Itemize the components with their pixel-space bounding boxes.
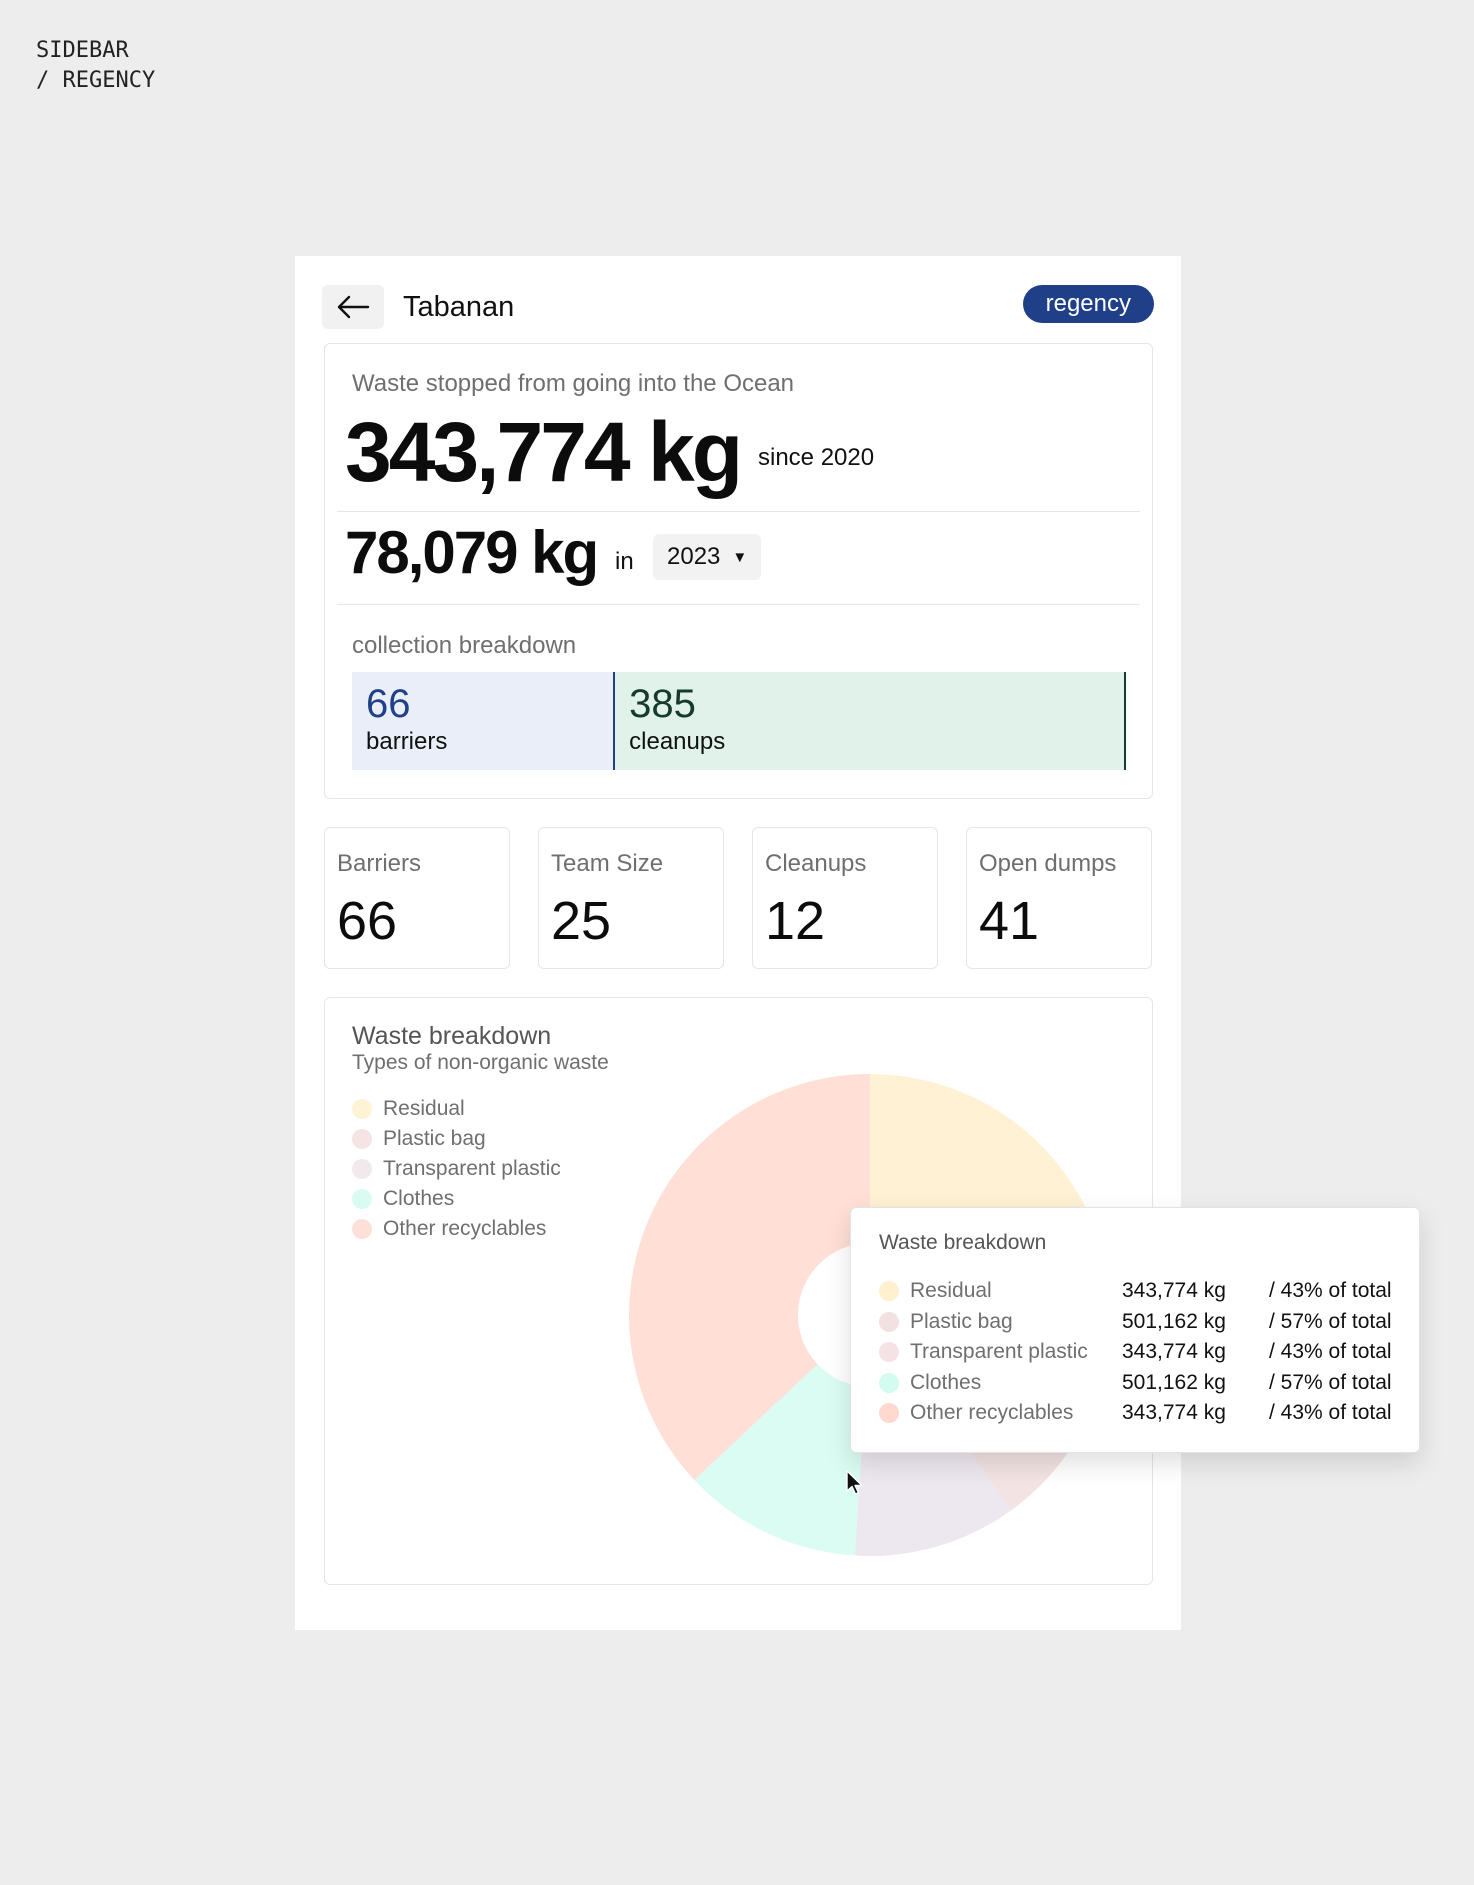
level-badge: regency [1022,285,1154,323]
legend-label: Residual [383,1097,465,1120]
tooltip-rows: Residual 343,774 kg / 43% of total Plast… [879,1277,1399,1430]
waste-summary-card: Waste stopped from going into the Ocean … [324,343,1153,799]
legend-item-residual[interactable]: Residual [352,1094,561,1124]
tooltip-row-kg: 501,162 kg [1122,1370,1226,1394]
collection-breakdown-label: collection breakdown [352,632,577,659]
tooltip-row-name: Residual [910,1279,992,1302]
divider [337,604,1140,605]
tooltip-row-name: Plastic bag [910,1309,1013,1333]
collection-breakdown-bar: 66 barriers 385 cleanups [352,672,1126,770]
tooltip-title: Waste breakdown [879,1231,1047,1254]
tooltip-dot [879,1311,899,1332]
year-select-value: 2023 [667,543,721,570]
region-title: Tabanan [403,291,515,323]
page-label-line2: / REGENCY [36,68,156,93]
summary-label: Waste stopped from going into the Ocean [352,370,795,397]
legend-dot [352,1189,372,1209]
tooltip-row: Clothes 501,162 kg / 57% of total [879,1369,1399,1400]
legend-label: Clothes [383,1187,455,1210]
legend-item-other-recyclables[interactable]: Other recyclables [352,1214,561,1244]
caret-down-icon: ▼ [732,548,748,566]
total-waste-value: 343,774 kg [345,405,743,499]
waste-breakdown-title: Waste breakdown [352,1022,552,1050]
tooltip-row-pct: / 43% of total [1269,1340,1392,1363]
total-since-label: since 2020 [758,444,875,471]
tooltip-dot [879,1403,899,1423]
waste-breakdown-tooltip: Waste breakdown Residual 343,774 kg / 43… [850,1207,1420,1453]
stat-card-barriers: Barriers 66 [324,827,510,969]
stat-label: Open dumps [979,850,1117,877]
legend-dot [352,1219,372,1239]
tooltip-row-name: Clothes [910,1370,982,1394]
tooltip-row-pct: / 43% of total [1269,1401,1392,1424]
tooltip-row-kg: 343,774 kg [1122,1340,1226,1363]
legend-item-clothes[interactable]: Clothes [352,1184,561,1214]
tooltip-dot [879,1342,899,1362]
legend-label: Plastic bag [383,1127,486,1150]
tooltip-row-pct: / 57% of total [1269,1309,1392,1333]
stat-value: 66 [337,891,398,951]
tooltip-row-name: Other recyclables [910,1401,1074,1424]
tooltip-row-pct: / 57% of total [1269,1370,1392,1394]
stat-card-open-dumps: Open dumps 41 [966,827,1152,969]
tooltip-row-kg: 343,774 kg [1122,1279,1226,1302]
cleanups-count: 385 [629,682,696,726]
tooltip-row: Transparent plastic 343,774 kg / 43% of … [879,1338,1399,1369]
legend-label: Transparent plastic [383,1157,561,1180]
year-waste-value: 78,079 kg [345,519,599,586]
tooltip-row: Residual 343,774 kg / 43% of total [879,1277,1399,1308]
legend-dot [352,1099,372,1119]
pie-slice-other-recyclables[interactable] [629,1074,870,1480]
waste-breakdown-subtitle: Types of non-organic waste [352,1051,609,1074]
tooltip-row-kg: 501,162 kg [1122,1309,1226,1333]
pie-slice-clothes[interactable] [694,1364,866,1556]
legend-dot [352,1129,372,1149]
legend-dot [352,1159,372,1179]
chart-legend: Residual Plastic bag Transparent plastic… [352,1094,561,1244]
page-label-line1: SIDEBAR [36,38,129,63]
mouse-cursor-icon [846,1470,863,1495]
stat-label: Barriers [337,850,422,877]
barriers-count: 66 [366,682,411,726]
cleanups-label: cleanups [629,728,726,755]
barriers-label: barriers [366,728,448,755]
stat-card-cleanups: Cleanups 12 [752,827,938,969]
breakdown-segment-barriers: 66 barriers [352,672,616,770]
tooltip-row-kg: 343,774 kg [1122,1401,1226,1424]
stat-value: 41 [979,891,1040,951]
stat-label: Team Size [551,850,664,877]
tooltip-row: Other recyclables 343,774 kg / 43% of to… [879,1399,1399,1430]
stat-card-team-size: Team Size 25 [538,827,724,969]
tooltip-dot [879,1281,899,1301]
tooltip-row-name: Transparent plastic [910,1340,1088,1363]
breakdown-segment-cleanups: 385 cleanups [615,672,1126,770]
legend-label: Other recyclables [383,1217,547,1240]
stat-value: 12 [765,891,826,951]
tooltip-row: Plastic bag 501,162 kg / 57% of total [879,1308,1399,1339]
page-label: SIDEBAR / REGENCY [36,36,155,96]
tooltip-dot [879,1372,899,1393]
legend-item-transparent-plastic[interactable]: Transparent plastic [352,1154,561,1184]
arrow-left-icon [337,295,370,319]
legend-item-plastic-bag[interactable]: Plastic bag [352,1124,561,1154]
year-select[interactable]: 2023 ▼ [653,534,761,580]
divider [337,511,1140,512]
stat-label: Cleanups [765,850,867,877]
back-button[interactable] [322,285,384,329]
stat-value: 25 [551,891,612,951]
year-in-label: in [615,548,634,575]
tooltip-row-pct: / 43% of total [1269,1279,1392,1302]
